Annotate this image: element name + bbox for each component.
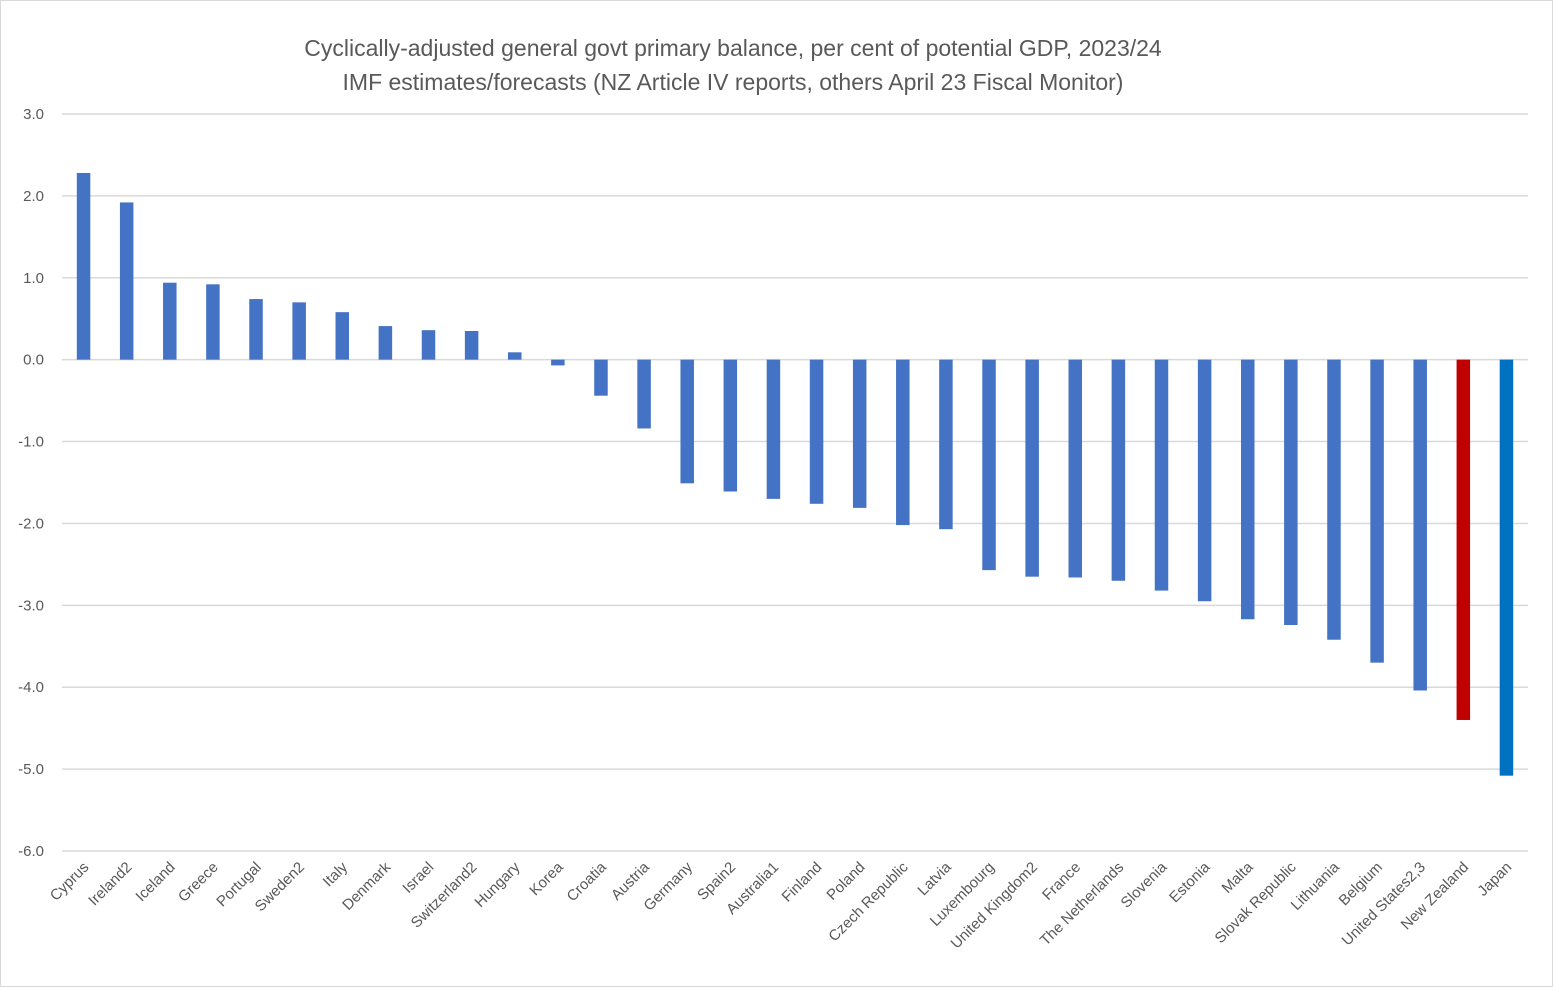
bar-united-kingdom2 bbox=[1025, 359, 1039, 577]
bar-croatia bbox=[594, 359, 608, 396]
x-tick-label: Estonia bbox=[1166, 858, 1214, 906]
y-tick-label: 0.0 bbox=[23, 352, 44, 369]
bar-belgium bbox=[1370, 359, 1384, 663]
bar-latvia bbox=[939, 359, 953, 530]
x-tick-label: Malta bbox=[1219, 858, 1257, 896]
x-tick-label: Ireland2 bbox=[85, 859, 135, 909]
bar-lithuania bbox=[1327, 359, 1341, 640]
x-tick-label: Iceland bbox=[132, 859, 178, 905]
y-tick-label: -4.0 bbox=[18, 679, 44, 696]
x-tick-label: Denmark bbox=[339, 858, 394, 913]
bar-switzerland2 bbox=[464, 331, 479, 360]
bar-slovak-republic bbox=[1284, 359, 1298, 625]
bar-hungary bbox=[507, 352, 522, 360]
x-tick-label: Czech Republic bbox=[825, 858, 912, 945]
y-tick-label: -2.0 bbox=[18, 515, 44, 532]
bar-israel bbox=[421, 330, 436, 360]
y-tick-label: -1.0 bbox=[18, 434, 44, 451]
x-tick-label: Slovak Republic bbox=[1212, 858, 1300, 946]
bar-iceland bbox=[163, 282, 177, 360]
chart-title: Cyclically-adjusted general govt primary… bbox=[304, 35, 1162, 61]
x-tick-label: Hungary bbox=[471, 858, 523, 910]
gridlines bbox=[62, 113, 1528, 852]
bar-luxembourg bbox=[982, 359, 996, 571]
bar-denmark bbox=[378, 326, 393, 360]
bar-portugal bbox=[249, 299, 263, 360]
bar-spain2 bbox=[723, 359, 738, 492]
bar-france bbox=[1068, 359, 1083, 578]
bar-finland bbox=[809, 359, 824, 504]
bar-germany bbox=[680, 359, 694, 484]
bar-malta bbox=[1240, 359, 1255, 620]
x-tick-label: Croatia bbox=[564, 858, 611, 905]
bar-greece bbox=[206, 284, 220, 360]
y-tick-label: -3.0 bbox=[18, 597, 44, 614]
y-tick-label: 1.0 bbox=[23, 270, 44, 287]
x-tick-label: Korea bbox=[526, 858, 567, 899]
bar-czech-republic bbox=[896, 359, 910, 526]
bar-ireland2 bbox=[119, 202, 134, 360]
y-tick-label: 2.0 bbox=[23, 188, 44, 205]
x-tick-label: Japan bbox=[1474, 859, 1515, 900]
y-tick-label: 3.0 bbox=[23, 106, 44, 123]
bar-united-states2-3 bbox=[1413, 359, 1427, 691]
x-tick-label: Italy bbox=[320, 858, 352, 890]
bar-estonia bbox=[1197, 359, 1212, 602]
x-tick-label: Finland bbox=[779, 859, 826, 906]
y-axis: 3.0 2.0 1.0 0.0 -1.0 -2.0 -3.0 -4.0 -5.0 -6.0 bbox=[18, 106, 44, 860]
bar-austria bbox=[637, 359, 651, 429]
chart-subtitle: IMF estimates/forecasts (NZ Article IV r… bbox=[342, 69, 1124, 95]
x-axis: CyprusIreland2IcelandGreecePortugalSwede… bbox=[47, 858, 1516, 952]
x-tick-label: Latvia bbox=[914, 858, 955, 899]
bar-italy bbox=[335, 312, 350, 360]
bar-cyprus bbox=[76, 172, 91, 360]
bar-the-netherlands bbox=[1111, 359, 1126, 581]
bar-poland bbox=[852, 359, 867, 508]
x-tick-label: Lithuania bbox=[1288, 858, 1344, 914]
bars bbox=[76, 172, 1514, 776]
bar-australia1 bbox=[766, 359, 781, 499]
bar-japan bbox=[1499, 359, 1514, 776]
bar-korea bbox=[551, 359, 565, 366]
y-tick-label: -6.0 bbox=[18, 843, 44, 860]
bar-sweden2 bbox=[292, 302, 306, 360]
bar-new-zealand bbox=[1456, 359, 1471, 720]
x-tick-label: Slovenia bbox=[1118, 858, 1171, 911]
y-tick-label: -5.0 bbox=[18, 761, 44, 778]
bar-slovenia bbox=[1154, 359, 1169, 591]
x-tick-label: Israel bbox=[399, 859, 437, 897]
